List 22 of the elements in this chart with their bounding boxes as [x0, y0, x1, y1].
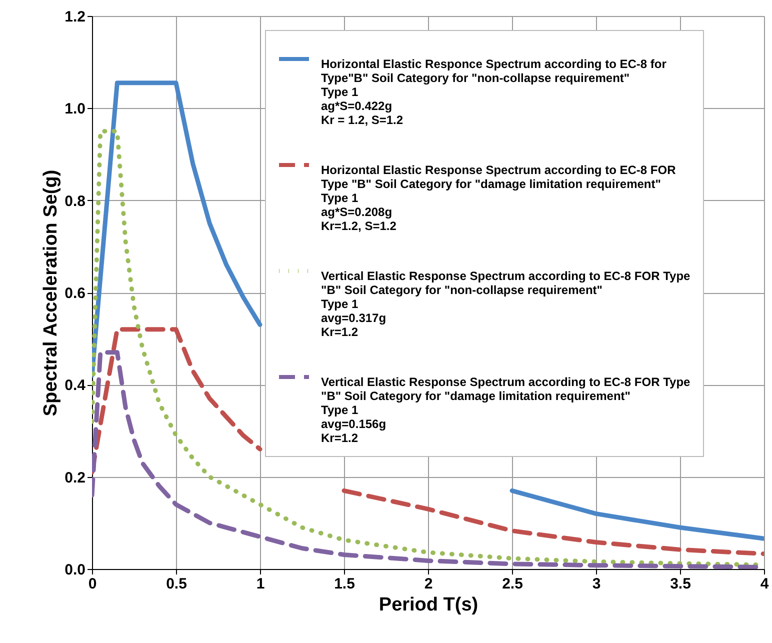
- y-tick-label: 0.4: [64, 377, 86, 394]
- x-tick-label: 3: [592, 576, 601, 592]
- y-tick-label: 1.0: [64, 100, 86, 118]
- legend-label: Vertical Elastic Response Spectrum according to EC-8 FOR Type "B" Soil Category for "damage limitation requirement" Type 1 avg=0.156g Kr=1.2: [321, 375, 691, 445]
- y-axis-title: Spectral Acceleration Se(g): [40, 170, 62, 416]
- x-tick-label: 1: [256, 576, 265, 592]
- y-tick-label: 0.6: [64, 285, 86, 302]
- x-tick-label: 1.5: [334, 576, 355, 592]
- x-tick-label: 0.5: [166, 576, 187, 592]
- x-tick-label: 4: [760, 576, 770, 592]
- y-tick-label: 1.2: [64, 8, 86, 26]
- legend-label: Horizontal Elastic Response Spectrum according to EC-8 FOR Type "B" Soil Category for "damage limitation requirement" Type 1 ag*S=0.208g Kr=1.2, S=1.2: [321, 163, 676, 233]
- x-tick-label: 3.5: [670, 576, 691, 592]
- y-tick-label: 0.8: [64, 192, 86, 210]
- x-tick-label: 2.5: [502, 576, 523, 592]
- x-tick-label: 2: [424, 576, 433, 592]
- legend-label: Horizontal Elastic Responce Spectrum according to EC-8 for Type"B" Soil Category for "non-collapse requirement" Type 1 ag*S=0.422g Kr = 1.2, S=1.2: [321, 57, 667, 127]
- y-tick-label: 0.2: [64, 469, 86, 486]
- x-tick-label: 0: [88, 576, 97, 592]
- legend-label: Vertical Elastic Response Spectrum according to EC-8 FOR Type "B" Soil Category for "non-collapse requirement" Type 1 avg=0.317g Kr=1.2: [321, 269, 691, 339]
- y-tick-label: 0.0: [64, 562, 86, 578]
- x-axis-title: Period T(s): [378, 594, 478, 616]
